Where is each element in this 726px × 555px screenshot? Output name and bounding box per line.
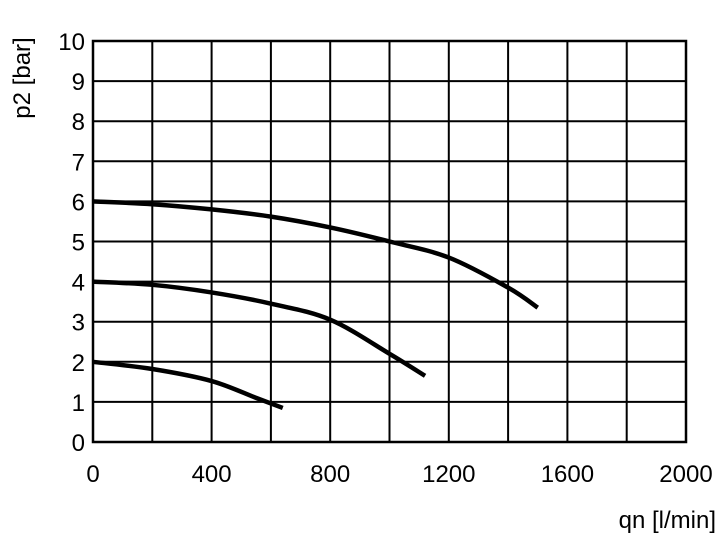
x-tick-labels: 0 400 800 1200 1600 2000 xyxy=(86,461,712,488)
y-tick-label: 8 xyxy=(72,109,85,136)
series-line-3 xyxy=(92,359,284,411)
y-tick-label: 3 xyxy=(72,310,85,337)
series-line-2 xyxy=(92,279,427,378)
series-group xyxy=(92,199,540,411)
y-tick-label: 0 xyxy=(72,430,85,457)
y-axis-title: p2 [bar] xyxy=(9,37,36,118)
y-tick-label: 6 xyxy=(72,189,85,216)
y-tick-label: 10 xyxy=(58,29,85,56)
x-tick-label: 0 xyxy=(86,461,99,488)
plot-frame xyxy=(91,39,688,444)
y-tick-label: 9 xyxy=(72,69,85,96)
x-tick-label: 2000 xyxy=(659,461,712,488)
y-tick-label: 1 xyxy=(72,390,85,417)
x-axis-title: qn [l/min] xyxy=(619,507,716,534)
x-tick-label: 800 xyxy=(310,461,350,488)
x-tick-label: 1200 xyxy=(422,461,475,488)
x-tick-label: 1600 xyxy=(541,461,594,488)
y-tick-label: 2 xyxy=(72,350,85,377)
x-tick-label: 400 xyxy=(192,461,232,488)
y-tick-label: 7 xyxy=(72,149,85,176)
y-tick-label: 4 xyxy=(72,270,85,297)
series-line-1 xyxy=(92,199,540,310)
y-tick-label: 5 xyxy=(72,230,85,257)
y-tick-labels: 0 1 2 3 4 5 6 7 8 9 10 xyxy=(58,29,85,457)
